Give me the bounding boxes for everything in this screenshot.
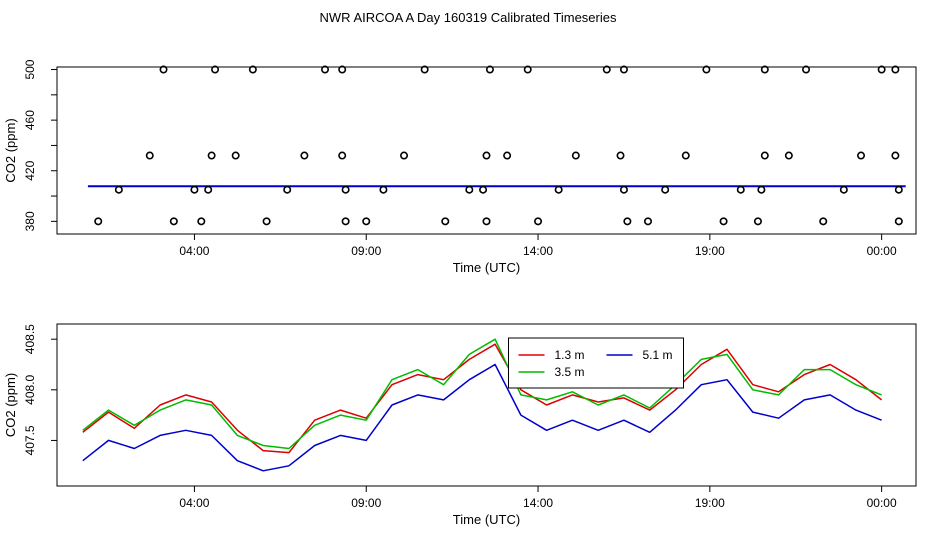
y-tick-label: 408.5 [23,324,37,354]
x-tick-label: 09:00 [351,496,381,510]
bottom-panel-line: 04:00 09:00 14:00 19:00 00:00 407.5 408.0 408.5… [3,323,917,527]
calibration-point [341,217,350,226]
calibration-point [145,151,154,160]
calibration-point [819,217,828,226]
y-tick-label: 407.5 [23,425,37,455]
calibration-point [321,65,330,74]
calibration-point [753,217,762,226]
figure-title: NWR AIRCOA A Day 160319 Calibrated Times… [320,10,617,25]
legend-label: 5.1 m [643,348,673,362]
calibration-point [207,151,216,160]
calibration-point [338,65,347,74]
calibration-point [523,65,532,74]
series-line-1-3-m [82,343,883,454]
calibration-point [891,151,900,160]
calibration-point [857,151,866,160]
calibration-point [736,185,745,194]
series-line-3-5-m [82,338,882,450]
calibration-point [441,217,450,226]
calibration-point [554,185,563,194]
calibration-point [231,151,240,160]
x-tick-label: 04:00 [179,244,209,258]
bottom-panel-axes: 04:00 09:00 14:00 19:00 00:00 407.5 408.0 408.5 [23,323,917,510]
x-tick-label: 00:00 [867,496,897,510]
x-tick-label: 04:00 [179,496,209,510]
bottom-panel-y-label: CO2 (ppm) [3,373,18,437]
bottom-panel-marks [82,338,883,472]
calibration-point [465,185,474,194]
calibration-point [661,185,670,194]
top-panel-scatter: 04:00 09:00 14:00 19:00 00:00 380 420 460 500 Ti… [3,59,917,275]
calibration-point [681,151,690,160]
plot-frame [56,323,917,487]
calibration-point [482,151,491,160]
calibration-point [283,185,292,194]
top-panel-x-label: Time (UTC) [453,260,520,275]
calibration-point [338,151,347,160]
calibration-point [420,65,429,74]
y-tick-label: 380 [23,211,37,231]
calibration-point [159,65,168,74]
calibration-point [479,185,488,194]
calibration-point [877,65,886,74]
calibration-point [891,65,900,74]
y-tick-label: 408.0 [23,374,37,404]
top-panel-marks [87,65,906,226]
calibration-point [262,217,271,226]
calibration-point [602,65,611,74]
calibration-point [362,217,371,226]
calibration-point [760,151,769,160]
calibration-point [760,65,769,74]
calibration-point [571,151,580,160]
calibration-point [619,185,628,194]
calibration-point [204,185,213,194]
calibration-point [616,151,625,160]
legend-box [508,337,684,389]
calibration-point [169,217,178,226]
calibration-point [485,65,494,74]
calibration-point [643,217,652,226]
x-tick-label: 14:00 [523,496,553,510]
calibration-point [719,217,728,226]
calibration-point [784,151,793,160]
y-tick-label: 500 [23,59,37,79]
plot-frame [56,66,917,235]
y-tick-label: 460 [23,110,37,130]
x-tick-label: 00:00 [867,244,897,258]
calibration-point [619,65,628,74]
bottom-panel-legend: 1.3 m 3.5 m 5.1 m [508,337,684,389]
calibration-point [197,217,206,226]
calibration-point [482,217,491,226]
calibration-point [190,185,199,194]
calibration-point [341,185,350,194]
x-tick-label: 19:00 [695,244,725,258]
calibration-point [248,65,257,74]
calibration-point [802,65,811,74]
calibration-point [894,217,903,226]
x-tick-label: 19:00 [695,496,725,510]
legend-label: 3.5 m [555,365,585,379]
top-panel-axes: 04:00 09:00 14:00 19:00 00:00 380 420 460 500 [23,59,917,258]
calibration-point [757,185,766,194]
bottom-panel-x-label: Time (UTC) [453,512,520,527]
x-tick-label: 09:00 [351,244,381,258]
calibration-point [114,185,123,194]
calibration-point [702,65,711,74]
y-tick-label: 420 [23,160,37,180]
calibration-point [94,217,103,226]
calibration-point [211,65,220,74]
legend-label: 1.3 m [555,348,585,362]
calibration-point [534,217,543,226]
calibration-point [839,185,848,194]
calibration-point [894,185,903,194]
calibration-point [623,217,632,226]
top-panel-y-label: CO2 (ppm) [3,118,18,182]
series-line-5-1-m [82,363,882,472]
calibration-point [300,151,309,160]
calibration-point [400,151,409,160]
x-tick-label: 14:00 [523,244,553,258]
calibration-point [503,151,512,160]
calibration-point [379,185,388,194]
